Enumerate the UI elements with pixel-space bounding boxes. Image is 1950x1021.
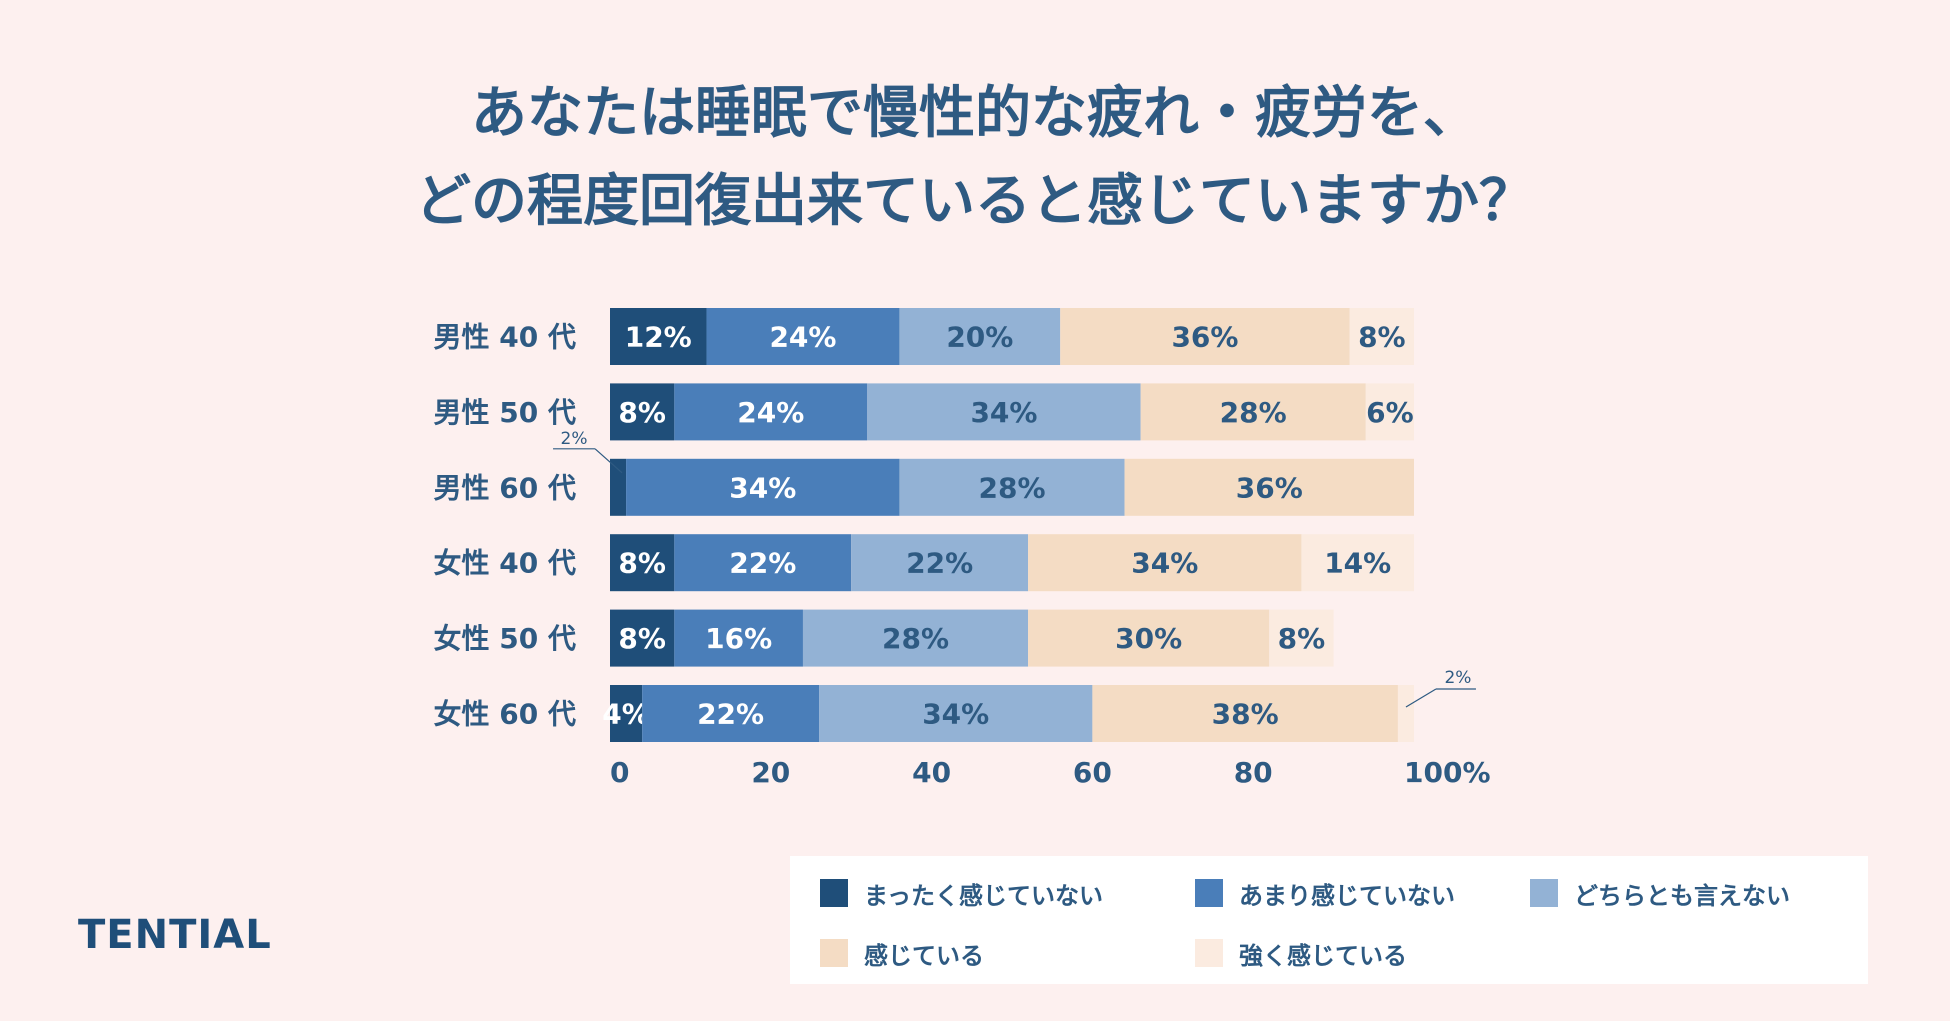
category-labels: 男性 40 代男性 50 代男性 60 代女性 40 代女性 50 代女性 60… (434, 321, 576, 731)
bar-segment (610, 534, 675, 592)
legend-label: まったく感じていない (864, 881, 1104, 910)
bar-segment (706, 308, 900, 365)
bar-segment (610, 458, 627, 516)
legend-swatch (1195, 879, 1223, 907)
legend-swatch (1530, 879, 1558, 907)
category-label: 女性 60 代 (434, 698, 576, 731)
data-label: 8% (618, 396, 666, 429)
legend-label: 感じている (864, 941, 984, 970)
bar-segment (1028, 609, 1270, 667)
data-label: 34% (729, 471, 796, 504)
legend-swatch (820, 939, 848, 967)
bar-segment (851, 534, 1029, 592)
callouts: 2% 2% (553, 429, 1476, 708)
brand-logo: TENTIAL (78, 912, 272, 958)
data-label: 22% (906, 547, 973, 580)
x-tick-label: 20 (751, 756, 790, 789)
legend-item: まったく感じていない (820, 878, 1104, 910)
legend-item: 強く感じている (1195, 938, 1407, 970)
data-label: 12% (625, 321, 692, 354)
data-label: 38% (1212, 698, 1279, 731)
legend-label: 強く感じている (1239, 941, 1407, 970)
data-label: 8% (1278, 622, 1326, 655)
bar-segment (1060, 308, 1350, 365)
legend-item: どちらとも言えない (1530, 878, 1790, 910)
data-label: 34% (922, 698, 989, 731)
bar-segment (1092, 685, 1398, 742)
bar-segment (674, 609, 803, 667)
title-line-1: あなたは睡眠で慢性的な疲れ・疲労を、 (471, 81, 1479, 146)
data-label: 36% (1236, 471, 1303, 504)
data-label: 20% (946, 321, 1013, 354)
bar-segment (1397, 685, 1414, 742)
legend-swatch (820, 879, 848, 907)
data-label: 4% (602, 698, 650, 731)
data-label: 22% (729, 547, 796, 580)
data-label: 8% (618, 622, 666, 655)
category-label: 男性 40 代 (434, 321, 576, 354)
bars-group: 12% 24% 20% 36% 8% 8% 24% 34% 28% 6% 34% 28% 36% 8% 22… (602, 308, 1414, 742)
data-label: 22% (697, 698, 764, 731)
bar-segment (1269, 609, 1334, 667)
bar-segment (642, 685, 820, 742)
bar-segment (674, 534, 852, 592)
bar-segment (899, 458, 1125, 516)
bar-segment (626, 458, 900, 516)
bar-segment (1028, 534, 1302, 592)
bar-segment (1349, 308, 1414, 365)
title-line-2: どの程度回復出来ていると感じていますか？ (415, 169, 1535, 234)
x-tick-label: 80 (1234, 756, 1273, 789)
legend-label: どちらとも言えない (1574, 881, 1790, 910)
bar-segment (674, 383, 868, 441)
data-label: 16% (705, 622, 772, 655)
bar-segment (1124, 458, 1414, 516)
data-label: 6% (1366, 396, 1414, 429)
x-axis-ticks: 0 20 40 60 80 100% (610, 756, 1491, 789)
chart-title: あなたは睡眠で慢性的な疲れ・疲労を、 どの程度回復出来ていると感じていますか？ (0, 70, 1950, 246)
category-label: 女性 40 代 (434, 547, 576, 580)
bar-segment (610, 383, 675, 441)
callout-label: 2% (1444, 668, 1471, 688)
x-tick-label: 40 (912, 756, 951, 789)
data-label: 24% (769, 321, 836, 354)
data-label: 36% (1171, 321, 1238, 354)
data-label: 30% (1115, 622, 1182, 655)
category-label: 男性 50 代 (434, 396, 576, 429)
x-tick-label: 60 (1073, 756, 1112, 789)
legend-swatch (1195, 939, 1223, 967)
data-label: 34% (1131, 547, 1198, 580)
legend-item: あまり感じていない (1195, 878, 1455, 910)
legend-label: あまり感じていない (1239, 881, 1455, 910)
bar-segment (1365, 383, 1414, 441)
legend: まったく感じていない あまり感じていない どちらとも言えない感じている 強く感じている (790, 856, 1868, 984)
bar-segment (867, 383, 1141, 441)
data-label: 8% (1358, 321, 1406, 354)
data-label: 24% (737, 396, 804, 429)
data-label: 28% (978, 471, 1045, 504)
x-tick-label: 0 (610, 756, 629, 789)
bar-segment (610, 609, 675, 667)
bar-segment (802, 609, 1029, 667)
callout-line (594, 448, 623, 474)
bar-segment (610, 308, 707, 365)
bar-segment (1301, 534, 1414, 592)
x-tick-label: 100% (1404, 756, 1491, 789)
data-label: 14% (1324, 547, 1391, 580)
callout-label: 2% (561, 429, 588, 449)
data-label: 28% (1220, 396, 1287, 429)
bar-segment (899, 308, 1061, 365)
bar-segment (819, 685, 1093, 742)
category-label: 男性 60 代 (434, 471, 576, 504)
category-label: 女性 50 代 (434, 622, 576, 655)
data-label: 34% (970, 396, 1037, 429)
stacked-bar-chart: 12% 24% 20% 36% 8% 8% 24% 34% 28% 6% 34% 28% 36% 8% 22… (434, 308, 1491, 789)
data-label: 28% (882, 622, 949, 655)
data-label: 8% (618, 547, 666, 580)
bar-segment (1140, 383, 1366, 441)
bar-segment (610, 685, 643, 742)
legend-item: 感じている (820, 938, 984, 970)
callout-line (1405, 688, 1437, 708)
